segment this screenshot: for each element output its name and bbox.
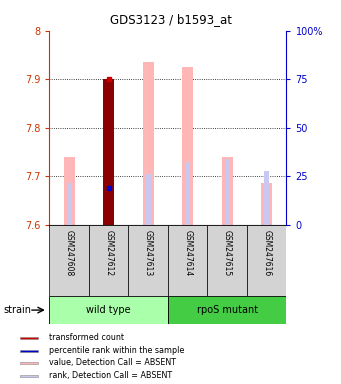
Text: GSM247615: GSM247615 xyxy=(223,230,232,276)
Bar xyxy=(20,336,38,339)
Text: rpoS mutant: rpoS mutant xyxy=(197,305,258,315)
Bar xyxy=(264,171,269,225)
Bar xyxy=(168,296,286,324)
Bar xyxy=(67,184,72,225)
Bar xyxy=(64,157,75,225)
Text: transformed count: transformed count xyxy=(49,333,124,342)
Text: rank, Detection Call = ABSENT: rank, Detection Call = ABSENT xyxy=(49,371,172,380)
Bar xyxy=(49,225,89,296)
Bar xyxy=(20,375,38,377)
Text: GSM247613: GSM247613 xyxy=(144,230,153,276)
Bar xyxy=(182,67,193,225)
Bar xyxy=(129,225,168,296)
Text: strain: strain xyxy=(3,305,31,315)
Bar xyxy=(207,225,247,296)
Text: percentile rank within the sample: percentile rank within the sample xyxy=(49,346,184,354)
Bar xyxy=(20,362,38,364)
Bar xyxy=(247,225,286,296)
Text: GDS3123 / b1593_at: GDS3123 / b1593_at xyxy=(109,13,232,26)
Bar xyxy=(168,225,207,296)
Text: value, Detection Call = ABSENT: value, Detection Call = ABSENT xyxy=(49,358,176,367)
Text: GSM247608: GSM247608 xyxy=(65,230,74,276)
Text: wild type: wild type xyxy=(86,305,131,315)
Text: GSM247614: GSM247614 xyxy=(183,230,192,276)
Bar xyxy=(222,157,233,225)
Text: GSM247612: GSM247612 xyxy=(104,230,113,276)
Bar xyxy=(261,184,272,225)
Bar xyxy=(20,349,38,352)
Bar xyxy=(89,225,129,296)
Bar xyxy=(225,159,229,225)
Bar xyxy=(146,174,151,225)
Bar xyxy=(143,62,154,225)
Bar xyxy=(49,296,168,324)
Text: GSM247616: GSM247616 xyxy=(262,230,271,276)
Bar xyxy=(103,79,114,225)
Bar xyxy=(185,162,190,225)
